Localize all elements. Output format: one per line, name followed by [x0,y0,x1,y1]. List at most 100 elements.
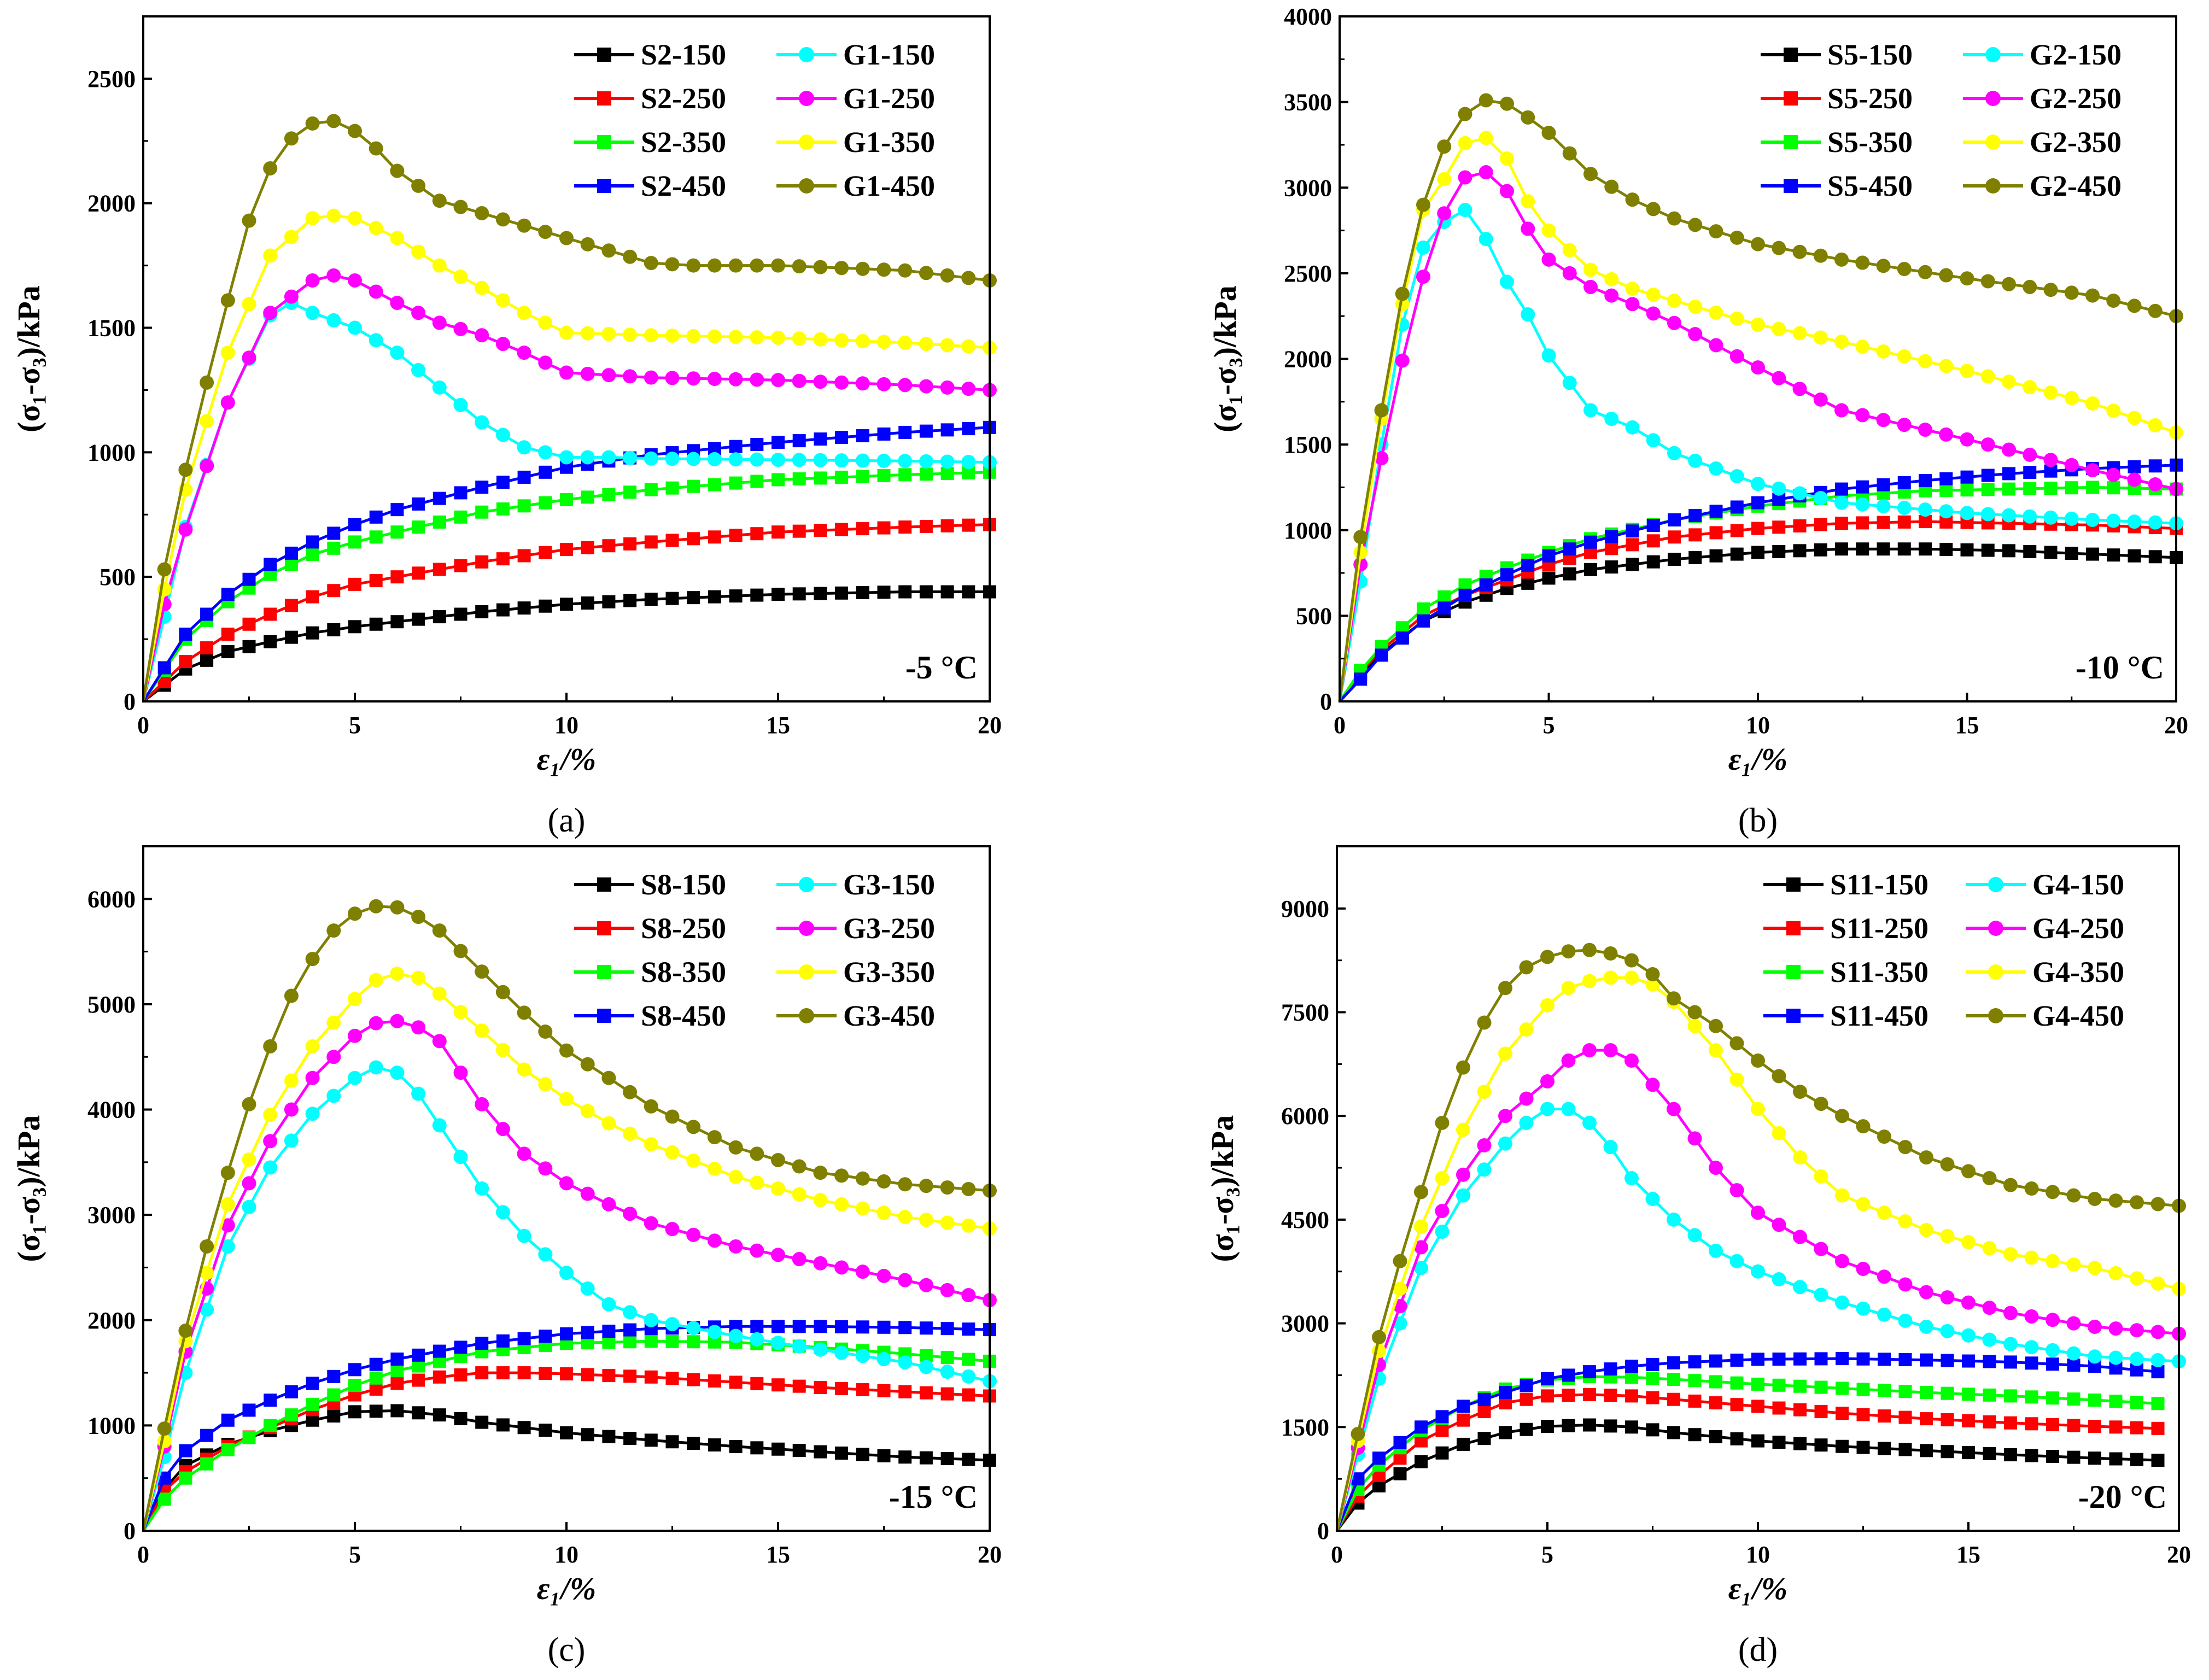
series-point-G3-350 [475,1023,489,1038]
series-point-S2-350 [602,488,616,501]
x-axis-label: ε₁/% [1728,1571,1787,1606]
series-point-G3-150 [559,1266,574,1280]
legend-swatch-marker [1784,135,1798,149]
series-point-G3-150 [432,1118,447,1133]
series-point-G4-450 [1940,1157,1955,1172]
series-point-G3-450 [348,906,362,921]
series-point-S8-250 [919,1386,933,1400]
series-point-S11-350 [1667,1373,1680,1386]
series-point-G4-250 [1540,1074,1555,1088]
series-point-G3-350 [559,1092,574,1107]
series-point-S8-450 [560,1327,573,1341]
series-point-G2-350 [1939,359,1954,373]
series-point-S5-250 [1877,516,1890,529]
series-point-G4-250 [1898,1277,1913,1292]
series-point-G2-450 [1478,93,1493,108]
series-point-S5-250 [1668,530,1681,544]
series-point-G4-250 [1835,1254,1849,1268]
series-point-S2-350 [792,472,806,485]
series-point-S2-250 [560,543,573,557]
series-point-S2-150 [835,586,849,600]
series-point-S11-150 [2025,1449,2038,1462]
series-point-G4-150 [2088,1349,2102,1364]
legend-item: S2-450 [574,169,726,202]
series-point-S11-250 [2109,1420,2123,1434]
legend: S8-150 S8-250 S8-350 S8-450 G3-150 G3-250 G3-3… [574,868,935,1032]
series-point-G4-450 [1856,1119,1871,1134]
legend-swatch-marker [799,47,814,62]
series-point-G4-150 [1414,1261,1428,1275]
series-point-S8-350 [665,1334,679,1348]
x-tick-label: 0 [1334,712,1346,739]
x-tick-label: 0 [137,712,149,739]
series-point-G2-450 [1458,107,1472,121]
series-point-S11-450 [1772,1353,1786,1366]
series-point-G4-150 [2108,1350,2123,1365]
series-point-S2-350 [433,515,446,529]
series-point-G4-350 [2108,1266,2123,1280]
legend-swatch-marker [1784,179,1798,193]
legend-label: S8-250 [641,912,726,945]
series-point-G2-350 [1792,326,1807,341]
series-point-S2-450 [898,425,912,439]
series-point-S8-350 [623,1335,637,1349]
series-point-S5-150 [2107,548,2120,562]
y-tick-label: 500 [100,564,136,590]
series-point-G1-250 [178,522,193,537]
series-point-G2-150 [1834,495,1849,510]
series-point-S8-150 [327,1409,341,1423]
series-point-G3-250 [898,1273,913,1287]
series-point-S5-450 [1668,513,1681,526]
series-point-S11-150 [1541,1420,1554,1433]
series-point-S5-150 [2002,544,2015,558]
series-point-G3-250 [750,1243,764,1258]
series-point-G3-450 [580,1057,595,1072]
series-point-S2-250 [940,519,954,532]
series-point-G4-450 [1372,1330,1386,1344]
series-point-G3-350 [284,1073,299,1088]
temperature-label: -20 °C [2078,1479,2167,1515]
series-point-S8-250 [665,1372,679,1385]
series-point-S2-450 [390,503,404,517]
series-point-G1-450 [432,194,447,208]
series-point-S2-350 [327,541,341,555]
series-point-G1-350 [326,208,341,223]
series-point-S11-450 [1372,1451,1386,1465]
series-line-G2-250 [1338,171,2177,702]
series-point-G3-450 [750,1146,764,1161]
series-point-S11-350 [1772,1378,1786,1392]
series-point-G1-150 [813,453,828,467]
y-axis-label: (σ₁-σ₃)/kPa [1207,285,1243,432]
series-point-G4-350 [2066,1257,2081,1272]
series-point-G1-250 [728,372,743,387]
series-point-G4-150 [1814,1287,1828,1302]
series-point-S2-250 [644,535,658,549]
series-point-S2-250 [814,524,827,537]
x-axis-label: ε₁/% [537,1571,596,1606]
legend-item: G3-250 [776,912,935,945]
series-point-S2-350 [454,510,467,524]
series-point-G1-250 [601,368,616,383]
series-point-G3-450 [305,952,320,967]
series-point-S2-350 [623,485,637,499]
series-point-G3-150 [580,1281,595,1296]
series-point-G2-250 [1960,432,1974,447]
series-point-S11-350 [1983,1388,1996,1402]
series-point-G1-450 [771,258,785,273]
legend: S11-150 S11-250 S11-350 S11-450 G4-150 G4-250… [1763,868,2124,1032]
series-point-G3-250 [686,1227,701,1242]
series-point-S2-350 [517,499,531,513]
series-point-S8-150 [348,1405,361,1419]
series-point-G1-450 [792,259,807,274]
series-point-S11-350 [2109,1395,2123,1408]
series-point-G3-350 [792,1187,807,1202]
series-point-S8-150 [708,1438,721,1452]
series-point-G4-250 [1435,1204,1450,1219]
series-point-G2-150 [2023,509,2037,524]
series-point-G3-150 [348,1070,362,1085]
legend-label: G4-450 [2032,999,2124,1032]
series-point-S2-350 [369,530,383,544]
series-point-S8-150 [454,1412,467,1425]
y-tick-label: 500 [1296,602,1332,629]
